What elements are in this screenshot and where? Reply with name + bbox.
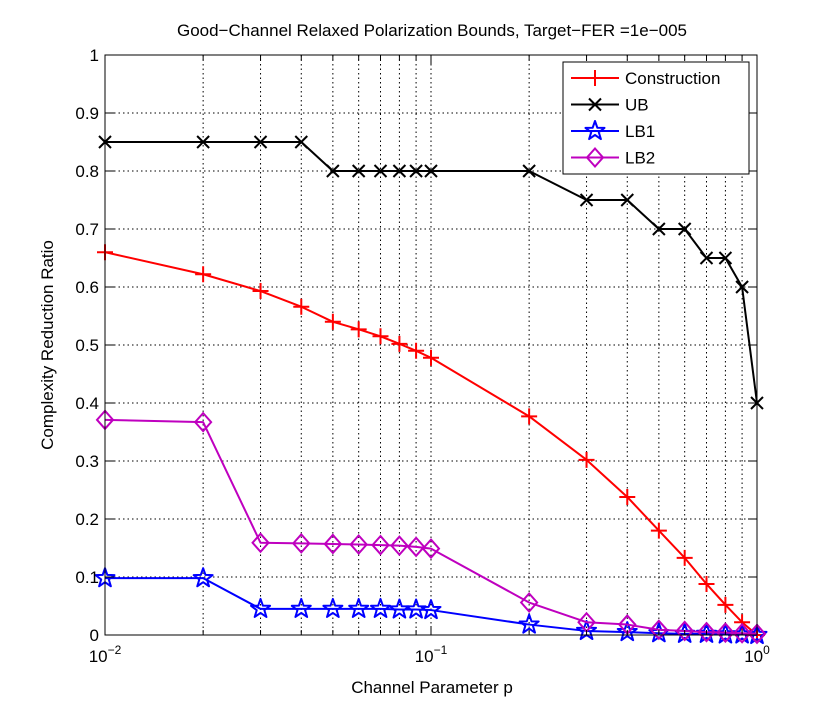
y-tick-label: 0.4	[75, 394, 99, 413]
lb1-point	[348, 597, 370, 618]
lb2-point	[421, 538, 441, 560]
lb2-point	[406, 536, 426, 558]
ub-point	[620, 193, 634, 207]
lb1-point	[250, 597, 272, 618]
construction-point	[372, 328, 389, 345]
lb2-point	[697, 621, 716, 643]
lb1-point	[192, 567, 214, 588]
lb2-point	[291, 532, 311, 554]
lb2-point	[193, 411, 213, 433]
lb2-point	[323, 533, 343, 555]
legend-marker	[587, 70, 603, 86]
y-tick-label: 0.6	[75, 278, 99, 297]
legend-marker	[585, 146, 605, 169]
ub-point	[652, 222, 666, 236]
construction-point	[734, 614, 751, 631]
legend-item-ub: UB	[571, 96, 649, 115]
construction-point	[350, 321, 367, 338]
construction-point	[324, 313, 341, 330]
x-tick-label: 10−1	[415, 643, 448, 666]
y-tick-label: 0.7	[75, 220, 99, 239]
x-axis-title: Channel Parameter p	[351, 678, 513, 697]
legend-item-lb2: LB2	[571, 146, 655, 169]
construction-point	[521, 408, 538, 425]
y-tick-label: 0.8	[75, 162, 99, 181]
construction-point	[293, 298, 310, 315]
y-tick-label: 0.1	[75, 568, 99, 587]
ub-point	[196, 135, 210, 149]
lb1-point	[369, 597, 392, 618]
construction-point	[195, 266, 212, 283]
lb2-point	[716, 622, 735, 644]
chart-title: Good−Channel Relaxed Polarization Bounds…	[177, 21, 687, 40]
ub-point	[392, 164, 407, 178]
legend-label: Construction	[625, 69, 720, 88]
ub-point	[522, 164, 536, 178]
ub-point	[424, 164, 438, 178]
legend-label: UB	[625, 96, 649, 115]
lb1-point	[616, 621, 638, 642]
lb2-point	[390, 535, 409, 557]
ub-point	[735, 280, 749, 294]
construction-point	[391, 335, 408, 352]
y-tick-label: 0.5	[75, 336, 99, 355]
y-tick-label: 0.9	[75, 104, 99, 123]
lb1-point	[290, 597, 312, 618]
legend-marker	[584, 120, 606, 141]
construction-point	[676, 549, 693, 566]
lb2-point	[732, 622, 752, 644]
legend-item-lb1: LB1	[571, 120, 655, 141]
ub-point	[326, 164, 340, 178]
construction-point	[717, 596, 734, 613]
construction-point	[619, 488, 636, 505]
ub-point	[699, 251, 714, 265]
legend-label: LB1	[625, 122, 655, 141]
lb1-point	[322, 597, 344, 618]
lb2-point	[519, 592, 539, 614]
y-tick-label: 0	[90, 626, 99, 645]
legend: Construction UB LB1 LB2	[562, 61, 750, 175]
construction-point	[252, 283, 269, 300]
lb2-point	[747, 623, 767, 645]
construction-point	[408, 342, 425, 359]
lb1-point	[518, 613, 540, 634]
tick-layer: 0 0.1 0.2 0.3 0.4 0.5 0.6 0.7 0.8 0.9 1 10−2 10−1 100	[75, 46, 770, 666]
lb1-point	[420, 599, 442, 620]
lb2-point	[349, 534, 369, 556]
construction-point	[578, 451, 595, 468]
ub-point	[253, 135, 268, 149]
x-tick-label: 100	[744, 643, 770, 666]
ub-point	[718, 251, 733, 265]
ub-point	[373, 164, 388, 178]
legend-marker	[588, 97, 602, 112]
lb2-point	[675, 620, 695, 642]
y-tick-label: 0.2	[75, 510, 99, 529]
construction-point	[650, 522, 667, 539]
x-tick-label: 10−2	[89, 643, 122, 666]
lb2-point	[251, 532, 270, 554]
legend-item-construction: Construction	[571, 69, 720, 88]
ub-point	[579, 193, 594, 207]
lb2-point	[649, 619, 669, 641]
construction-point	[423, 349, 439, 366]
y-tick-label: 0.3	[75, 452, 99, 471]
legend-label: LB2	[625, 149, 655, 168]
ub-point	[351, 164, 366, 178]
ub-point	[409, 164, 423, 178]
construction-point	[698, 575, 715, 592]
lb2-point	[371, 534, 390, 556]
ub-point	[294, 135, 308, 149]
ub-point	[677, 222, 692, 236]
y-tick-label: 1	[90, 46, 99, 65]
y-axis-title: Complexity Reduction Ratio	[38, 240, 57, 450]
